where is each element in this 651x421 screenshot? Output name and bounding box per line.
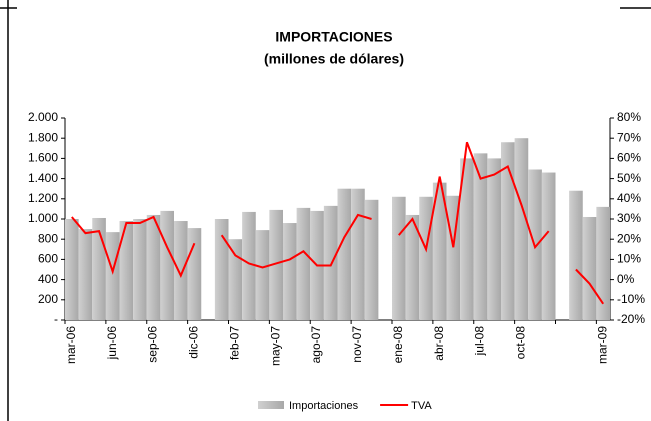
bar xyxy=(214,219,229,320)
bar xyxy=(242,211,256,320)
y2-tick-label: 0% xyxy=(617,272,635,286)
bar xyxy=(501,142,515,320)
bar xyxy=(146,214,161,320)
bar xyxy=(460,158,474,320)
bar xyxy=(323,205,338,320)
y-tick-label: 1.000 xyxy=(28,211,58,225)
bar xyxy=(78,229,93,320)
x-tick-label: abr-08 xyxy=(432,326,446,361)
bar xyxy=(351,188,365,320)
y-tick-label: 400 xyxy=(38,272,58,286)
bar xyxy=(392,196,406,320)
y2-tick-label: -20% xyxy=(617,312,645,326)
y2-tick-label: 10% xyxy=(617,252,641,266)
x-tick-label: jul-08 xyxy=(473,326,487,357)
bar xyxy=(596,206,610,320)
x-tick-label: feb-07 xyxy=(227,326,241,360)
bar xyxy=(405,214,420,320)
y-tick-label: 600 xyxy=(38,252,58,266)
chart-subtitle: (millones de dólares) xyxy=(264,51,404,67)
y2-tick-label: 50% xyxy=(617,171,641,185)
bar xyxy=(419,196,433,320)
bar xyxy=(269,209,283,320)
y-tick-label: 1.400 xyxy=(28,171,58,185)
line xyxy=(71,141,605,305)
y-tick-label: 1.600 xyxy=(28,151,58,165)
y-tick-label: 800 xyxy=(38,231,58,245)
x-tick-label: ene-08 xyxy=(391,326,405,364)
bar xyxy=(541,172,556,320)
x-tick-label: dic-06 xyxy=(187,326,201,359)
legend-swatch xyxy=(258,401,284,409)
x-tick-label: oct-08 xyxy=(514,326,528,360)
x-tick-label: nov-07 xyxy=(350,326,364,363)
x-tick-label: sep-06 xyxy=(146,326,160,363)
x-tick-label: ago-07 xyxy=(309,326,323,364)
x-tick-label: mar-06 xyxy=(64,326,78,364)
legend-label: Importaciones xyxy=(289,400,359,412)
bar xyxy=(364,199,379,320)
bar xyxy=(119,221,134,320)
bar xyxy=(133,219,147,320)
bar xyxy=(105,232,120,320)
bar xyxy=(487,158,501,320)
y2-tick-label: 70% xyxy=(617,130,641,144)
y-tick-label: 200 xyxy=(38,292,58,306)
x-tick-label: mar-09 xyxy=(595,326,609,364)
y2-tick-label: 80% xyxy=(617,110,641,124)
bar xyxy=(228,239,243,320)
bar xyxy=(160,210,174,320)
bar xyxy=(582,216,597,320)
legend-label: TVA xyxy=(411,400,432,412)
y2-tick-label: 60% xyxy=(617,151,641,165)
x-tick-label: may-07 xyxy=(268,326,282,366)
y2-tick-label: 20% xyxy=(617,231,641,245)
y-tick-label: 2.000 xyxy=(28,110,58,124)
y2-tick-label: -10% xyxy=(617,292,645,306)
y2-tick-label: 40% xyxy=(617,191,641,205)
bar xyxy=(255,230,270,320)
y-tick-label: - xyxy=(54,312,58,326)
y2-tick-label: 30% xyxy=(617,211,641,225)
bar xyxy=(569,190,583,320)
bar xyxy=(432,182,447,320)
bar xyxy=(473,153,488,320)
bar xyxy=(337,188,352,320)
bar xyxy=(65,219,79,320)
bar xyxy=(187,228,202,320)
bar xyxy=(296,207,311,320)
x-tick-label: jun-06 xyxy=(105,326,119,361)
chart-title: IMPORTACIONES xyxy=(275,29,392,45)
bar xyxy=(514,138,529,320)
bar xyxy=(174,221,188,320)
y-tick-label: 1.200 xyxy=(28,191,58,205)
y-tick-label: 1.800 xyxy=(28,130,58,144)
bar xyxy=(283,223,297,320)
